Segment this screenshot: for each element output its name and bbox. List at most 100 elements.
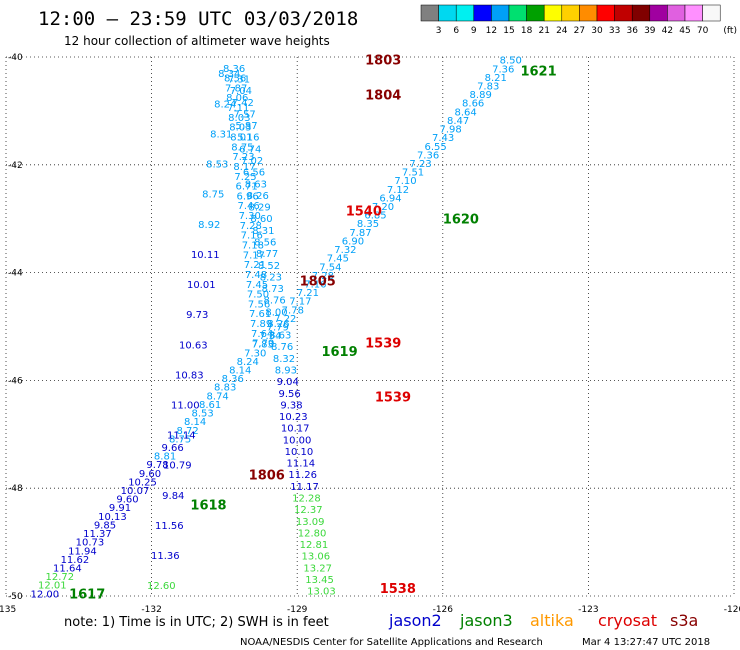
swh-value: 8.17 bbox=[233, 162, 255, 173]
swh-value: 9.85 bbox=[94, 520, 116, 531]
pass-label: 1803 bbox=[365, 54, 401, 69]
swh-value: 11.14 bbox=[167, 431, 196, 442]
swh-value: 11.62 bbox=[61, 555, 90, 566]
swh-value: 8.36 bbox=[223, 64, 245, 75]
swh-value: 5.87 bbox=[235, 121, 257, 132]
swh-value: 9.78 bbox=[146, 460, 168, 471]
swh-value: 7.83 bbox=[477, 82, 499, 93]
swh-value: 12.00 bbox=[31, 589, 60, 600]
swh-value: 8.64 bbox=[455, 107, 477, 118]
swh-value: 7.98 bbox=[439, 125, 461, 136]
swh-value: 7.64 bbox=[251, 329, 273, 340]
colorbar-label: 3 bbox=[436, 26, 442, 36]
swh-value: 9.73 bbox=[186, 310, 208, 321]
swh-value: 8.00 bbox=[265, 307, 287, 318]
colorbar-swatch bbox=[561, 4, 580, 22]
swh-value: 13.09 bbox=[296, 517, 325, 528]
swh-value: 8.75 bbox=[231, 142, 253, 153]
swh-value: 8.63 bbox=[245, 179, 267, 190]
swh-value: 7.21 bbox=[244, 260, 266, 271]
swh-value: 7.61 bbox=[249, 309, 271, 320]
swh-value: 8.53 bbox=[206, 160, 228, 171]
swh-value: 7.17 bbox=[289, 297, 311, 308]
colorbar-swatch bbox=[631, 4, 651, 22]
colorbar-swatch bbox=[543, 4, 563, 22]
swh-value: 12.37 bbox=[294, 505, 323, 516]
swh-value: 9.38 bbox=[280, 400, 302, 411]
swh-value: 9.56 bbox=[278, 389, 300, 400]
swh-value: 7.46 bbox=[238, 201, 260, 212]
y-tick-label: -40 bbox=[8, 53, 23, 63]
colorbar-swatch bbox=[491, 4, 510, 22]
swh-value: 13.27 bbox=[303, 563, 332, 574]
colorbar-swatch bbox=[438, 4, 457, 22]
legend-cryosat: cryosat bbox=[598, 611, 657, 630]
swh-value: 7.78 bbox=[282, 305, 304, 316]
swh-value: 6.56 bbox=[243, 168, 265, 179]
swh-value: 11.94 bbox=[68, 546, 97, 557]
swh-value: 10.73 bbox=[76, 538, 105, 549]
page-title: 12:00 – 23:59 UTC 03/03/2018 bbox=[38, 8, 358, 30]
swh-value: 8.81 bbox=[154, 452, 176, 463]
swh-value: 6.96 bbox=[236, 191, 258, 202]
swh-value: 7.10 bbox=[394, 176, 416, 187]
swh-value: 6.71 bbox=[235, 182, 257, 193]
swh-value: 8.60 bbox=[250, 214, 272, 225]
swh-value: 8.56 bbox=[254, 237, 276, 248]
swh-value: 7.36 bbox=[417, 150, 439, 161]
colorbar-label: 45 bbox=[679, 26, 690, 36]
swh-value: 9.91 bbox=[109, 503, 131, 514]
swh-value: 7.32 bbox=[334, 245, 356, 256]
swh-value: 6.90 bbox=[342, 236, 364, 247]
swh-value: 8.73 bbox=[262, 284, 284, 295]
y-tick-label: -42 bbox=[8, 161, 23, 171]
page-subtitle: 12 hour collection of altimeter wave hei… bbox=[64, 34, 330, 48]
swh-value: 7.48 bbox=[245, 270, 267, 281]
swh-value: 10.17 bbox=[281, 424, 310, 435]
swh-value: 7.20 bbox=[372, 202, 394, 213]
pass-labels: 1803 1804 1621 1540 1620 1805 1539 1619 1539 1806… bbox=[69, 54, 557, 603]
colorbar-swatch bbox=[667, 4, 686, 22]
legend-jason3: jason3 bbox=[459, 611, 513, 630]
swh-value: 7.83 bbox=[252, 340, 274, 351]
swh-value: 7.50 bbox=[247, 290, 269, 301]
swh-value: 8.36 bbox=[222, 374, 244, 385]
swh-value: 8.63 bbox=[269, 331, 291, 342]
swh-value: 7.02 bbox=[241, 156, 263, 167]
swh-value: 7.45 bbox=[246, 280, 268, 291]
pass-label: 1618 bbox=[190, 498, 226, 513]
swh-value: 8.26 bbox=[267, 319, 289, 330]
y-tick-label: -46 bbox=[8, 376, 23, 386]
pass-label: 1538 bbox=[380, 582, 416, 597]
swh-value: 8.76 bbox=[271, 342, 293, 353]
swh-value: 9.60 bbox=[139, 469, 161, 480]
swh-value: 8.77 bbox=[256, 249, 278, 260]
swh-value: 8.29 bbox=[248, 203, 270, 214]
swh-value: 8.75 bbox=[202, 190, 224, 201]
swh-value: 8.34 bbox=[218, 69, 240, 80]
swh-value: 10.01 bbox=[187, 280, 216, 291]
swh-value: 6.94 bbox=[379, 193, 401, 204]
swh-value: 7.57 bbox=[233, 109, 255, 120]
colorbar-label: 21 bbox=[538, 26, 549, 36]
x-tick-label: -135 bbox=[0, 605, 16, 615]
pass-label: 1539 bbox=[365, 337, 401, 352]
pass-label: 1617 bbox=[69, 587, 105, 602]
swh-value: 10.79 bbox=[163, 461, 192, 472]
swh-value: 8.66 bbox=[462, 99, 484, 110]
swh-value: 12.81 bbox=[300, 540, 329, 551]
swh-value: 8.89 bbox=[470, 90, 492, 101]
pass-label: 1540 bbox=[346, 205, 382, 220]
swh-value: 7.87 bbox=[349, 228, 371, 239]
swh-value: 12.72 bbox=[46, 572, 75, 583]
colorbar-swatch bbox=[473, 4, 492, 22]
colorbar-label: 6 bbox=[453, 26, 459, 36]
swh-value: 8.83 bbox=[214, 383, 236, 394]
swh-value: 11.26 bbox=[288, 470, 317, 481]
timestamp-text: Mar 4 13:27:47 UTC 2018 bbox=[582, 637, 710, 648]
swh-value: 8.56 bbox=[224, 74, 246, 85]
swh-value: 8.72 bbox=[176, 426, 198, 437]
swh-value: 8.24 bbox=[237, 357, 259, 368]
swh-value: 7.23 bbox=[409, 159, 431, 170]
swh-value: 6.74 bbox=[239, 144, 261, 155]
